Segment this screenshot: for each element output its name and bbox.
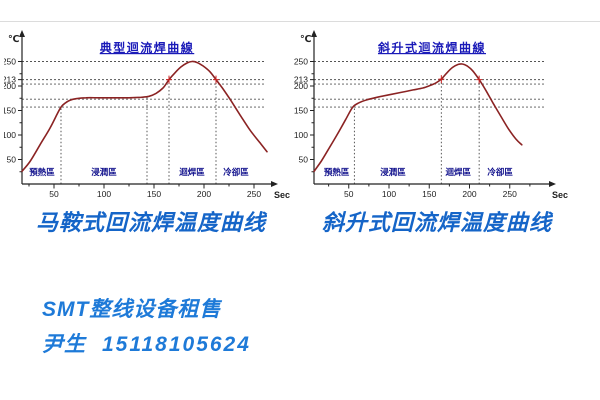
zone-label: 迴焊區 bbox=[178, 167, 205, 177]
x-tick-label: 200 bbox=[197, 189, 211, 199]
contact-name: 尹生 bbox=[42, 333, 86, 356]
zone-label: 冷卻區 bbox=[487, 167, 513, 177]
chart-title: 斜升式迴流焊曲線 bbox=[377, 40, 486, 55]
temperature-curve bbox=[21, 60, 268, 173]
zone-label: 預熱區 bbox=[29, 167, 55, 177]
y-axis-unit-label: ℃ bbox=[8, 34, 20, 45]
x-tick-label: 250 bbox=[247, 189, 261, 199]
zone-label: 浸潤區 bbox=[380, 167, 406, 177]
y-tick-label: 100 bbox=[294, 130, 308, 140]
y-axis-arrow-icon bbox=[19, 30, 25, 37]
zone-label: 迴焊區 bbox=[444, 167, 471, 177]
y-tick-label: 50 bbox=[7, 155, 17, 165]
caption-saddle-profile: 马鞍式回流焊温度曲线 bbox=[36, 210, 267, 235]
contact-phone-number: 15118105624 bbox=[102, 333, 251, 356]
y-axis-arrow-icon bbox=[311, 30, 317, 37]
y-tick-label: 200 bbox=[4, 81, 16, 91]
x-tick-label: 100 bbox=[382, 189, 396, 199]
chart-title: 典型迴流焊曲線 bbox=[100, 40, 195, 55]
contact-business-line: SMT整线设备租售 bbox=[42, 298, 222, 321]
y-axis-unit-label: ℃ bbox=[300, 34, 312, 45]
y-tick-label: 100 bbox=[4, 130, 16, 140]
reflow-chart-ramp: 50 100 150 200 213 250 50 100 150 200 250 ℃ Sec 預熱區 浸潤… bbox=[292, 24, 594, 208]
contact-person-line: 尹生 15118105624 bbox=[42, 328, 251, 358]
x-tick-label: 50 bbox=[344, 189, 354, 199]
reflow-chart-typical: 50 100 150 200 213 250 50 100 150 200 250 ℃ Sec 預熱區 浸潤… bbox=[2, 24, 294, 208]
x-axis-unit-label: Sec bbox=[552, 190, 568, 200]
y-tick-label: 150 bbox=[4, 106, 16, 116]
y-tick-label: 200 bbox=[294, 81, 308, 91]
zone-label: 預熱區 bbox=[324, 167, 350, 177]
zone-label: 冷卻區 bbox=[223, 167, 249, 177]
x-tick-label: 50 bbox=[49, 189, 59, 199]
temperature-curve bbox=[313, 63, 523, 173]
y-tick-label: 250 bbox=[294, 57, 308, 67]
y-tick-label: 250 bbox=[4, 57, 16, 67]
y-tick-label: 50 bbox=[299, 155, 309, 165]
caption-ramp-profile: 斜升式回流焊温度曲线 bbox=[322, 210, 553, 235]
y-tick-label: 150 bbox=[294, 106, 308, 116]
x-tick-label: 150 bbox=[147, 189, 161, 199]
y-tick-label: 213 bbox=[4, 75, 16, 85]
x-axis-arrow-icon bbox=[549, 181, 556, 187]
x-axis-unit-label: Sec bbox=[274, 190, 290, 200]
x-tick-label: 100 bbox=[97, 189, 111, 199]
x-tick-label: 200 bbox=[462, 189, 476, 199]
image-top-border bbox=[0, 21, 600, 22]
zone-label: 浸潤區 bbox=[91, 167, 117, 177]
y-tick-label: 213 bbox=[294, 75, 308, 85]
x-axis-arrow-icon bbox=[271, 181, 278, 187]
x-tick-label: 150 bbox=[422, 189, 436, 199]
x-tick-label: 250 bbox=[503, 189, 517, 199]
